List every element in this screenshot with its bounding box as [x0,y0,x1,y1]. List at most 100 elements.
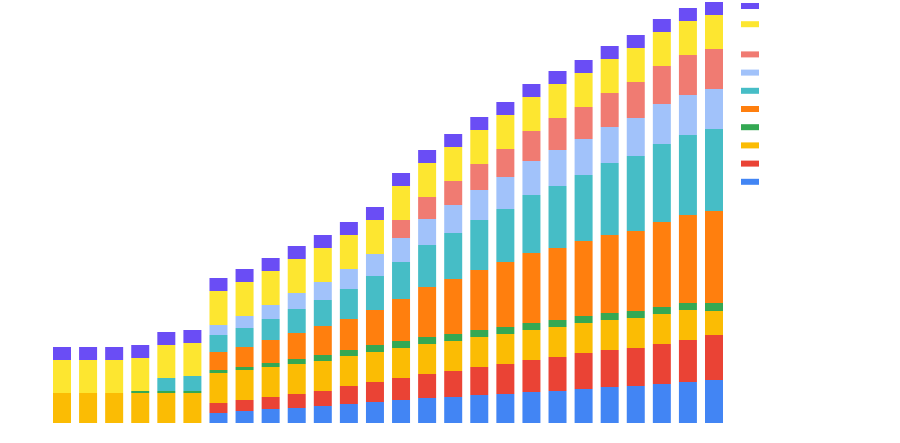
legend-swatch [741,124,759,131]
bar-segment-15-series-5 [418,287,437,337]
bar-segment-26-series-1 [705,380,723,423]
bar-segment-18-series-2 [496,364,515,394]
bar-segment-3-series-3 [105,393,124,423]
bar-segment-24-series-3 [652,314,671,344]
bar-segment-22-series-10 [600,46,619,59]
bar-segment-11-series-4 [313,355,332,361]
bar-segment-7-series-3 [209,373,228,403]
bar-segment-24-series-10 [652,19,671,32]
bar-segment-24-series-6 [652,144,671,222]
bar-segment-11-series-3 [313,361,332,391]
bar-segment-20-series-2 [548,357,567,391]
bar-segment-15-series-1 [418,398,437,423]
bar-segment-14-series-1 [392,400,411,423]
bar-segment-14-series-3 [392,348,411,378]
bar-segment-9-series-4 [261,363,280,367]
bar-segment-24-series-7 [652,104,671,144]
bar-segment-13-series-7 [365,254,384,276]
bar-segment-17-series-2 [470,367,489,395]
bar-segment-3-series-9 [105,360,124,393]
bar-segment-5-series-6 [157,378,176,391]
bar-segment-9-series-2 [261,397,280,409]
bar-segment-15-series-9 [418,163,437,197]
bar-segment-12-series-3 [339,356,358,386]
bar-segment-10-series-9 [287,259,306,293]
legend-swatch [741,142,759,149]
bar-segment-11-series-5 [313,326,332,355]
bar-segment-12-series-1 [339,404,358,423]
bar-segment-7-series-5 [209,352,228,370]
legend-item-4 [741,69,759,76]
bar-segment-2-series-3 [79,393,98,423]
bar-segment-25-series-6 [678,135,697,215]
bar-segment-22-series-6 [600,163,619,235]
bar-segment-24-series-9 [652,32,671,66]
bar-segment-10-series-6 [287,309,306,333]
bar-segment-5-series-10 [157,332,176,345]
bar-segment-15-series-4 [418,337,437,344]
bar-segment-17-series-8 [470,164,489,190]
bar-segment-21-series-3 [574,323,593,353]
bar-segment-19-series-4 [522,323,541,330]
bar-segment-26-series-4 [705,303,723,311]
bar-segment-5-series-4 [157,391,176,393]
bar-segment-10-series-4 [287,359,306,364]
bar-segment-6-series-6 [183,376,202,391]
legend-swatch [741,178,759,185]
bar-segment-23-series-5 [626,231,645,311]
bar-segment-25-series-1 [678,382,697,423]
bar-segment-15-series-8 [418,197,437,219]
bar-segment-20-series-10 [548,71,567,84]
bar-segment-10-series-5 [287,333,306,359]
legend-item-8 [741,142,759,149]
bar-segment-22-series-7 [600,127,619,163]
bar-segment-20-series-7 [548,150,567,186]
legend-swatch [741,87,759,94]
bar-segment-15-series-10 [418,150,437,163]
bar-segment-14-series-5 [392,299,411,341]
bar-segment-26-series-8 [705,49,723,89]
bar-segment-5-series-9 [157,345,176,378]
bar-segment-6-series-9 [183,343,202,376]
bar-segment-24-series-4 [652,307,671,314]
bar-segment-16-series-5 [444,279,463,334]
legend-item-2 [741,21,759,28]
bar-segment-9-series-3 [261,367,280,397]
bar-segment-13-series-2 [365,382,384,402]
bar-segment-25-series-5 [678,215,697,303]
bar-segment-21-series-8 [574,107,593,139]
legend-swatch [741,160,759,167]
bar-segment-20-series-5 [548,248,567,320]
bar-segment-25-series-8 [678,55,697,95]
bar-segment-17-series-3 [470,337,489,367]
bar-segment-1-series-9 [53,360,71,393]
bar-segment-14-series-10 [392,173,411,186]
bar-segment-14-series-4 [392,341,411,348]
legend-item-9 [741,160,759,167]
bar-segment-15-series-3 [418,344,437,374]
bar-segment-8-series-10 [235,269,254,282]
bar-segment-23-series-7 [626,118,645,156]
bar-segment-23-series-10 [626,35,645,48]
bar-segment-23-series-6 [626,156,645,231]
bar-segment-16-series-7 [444,205,463,233]
bar-segment-17-series-6 [470,220,489,270]
bar-segment-15-series-2 [418,374,437,398]
bar-segment-23-series-3 [626,318,645,348]
legend-swatch [741,106,759,112]
bar-segment-25-series-2 [678,340,697,382]
bar-segment-6-series-4 [183,391,202,393]
bar-segment-16-series-9 [444,147,463,181]
bar-segment-11-series-10 [313,235,332,248]
bar-segment-7-series-1 [209,413,228,423]
bar-segment-20-series-9 [548,84,567,118]
bar-segment-21-series-5 [574,241,593,316]
bar-segment-1-series-3 [53,393,71,423]
bar-segment-9-series-5 [261,340,280,363]
bar-segment-10-series-7 [287,293,306,309]
bar-segment-3-series-10 [105,347,124,360]
bar-segment-26-series-3 [705,311,723,335]
bar-segment-14-series-7 [392,238,411,262]
bar-segment-26-series-6 [705,129,723,211]
bar-segment-21-series-1 [574,389,593,423]
